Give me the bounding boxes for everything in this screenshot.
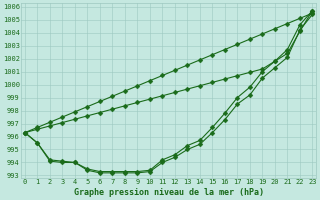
X-axis label: Graphe pression niveau de la mer (hPa): Graphe pression niveau de la mer (hPa) — [74, 188, 264, 197]
